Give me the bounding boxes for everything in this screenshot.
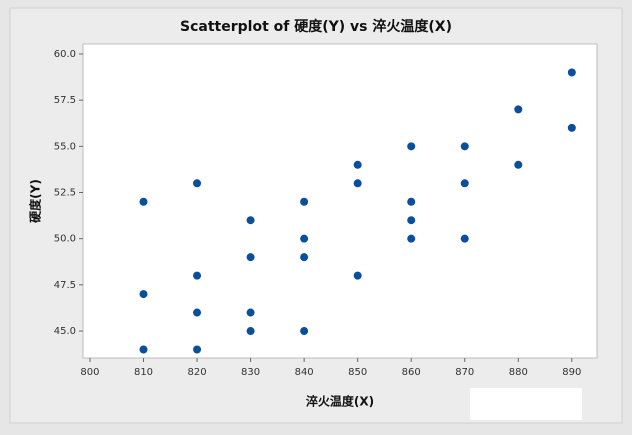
point [514,160,523,169]
point [139,345,148,354]
x-tick-label: 880 [509,367,528,378]
point [567,68,576,77]
point [300,197,309,206]
point [567,123,576,132]
x-axis-label: 淬火温度(X) [306,394,374,409]
point [246,327,255,336]
point [246,216,255,225]
x-tick-label: 820 [187,367,206,378]
x-tick-label: 870 [455,367,474,378]
x-tick-label: 810 [134,367,153,378]
point [353,271,362,280]
x-tick-label: 830 [241,367,260,378]
x-tick-label: 840 [295,367,314,378]
blank-patch [470,388,582,420]
point [460,234,469,243]
y-tick-label: 57.5 [54,95,76,106]
point [193,308,202,317]
chart-title: Scatterplot of 硬度(Y) vs 淬火温度(X) [180,18,452,35]
point [460,142,469,151]
point [300,234,309,243]
point [193,345,202,354]
point [407,234,416,243]
point [139,290,148,299]
point [407,197,416,206]
point [353,160,362,169]
point [193,179,202,188]
point [139,197,148,206]
point [460,179,469,188]
y-axis-label: 硬度(Y) [28,179,43,223]
x-tick-label: 860 [402,367,421,378]
x-tick-label: 800 [80,367,99,378]
x-tick-label: 890 [562,367,581,378]
y-tick-label: 45.0 [54,326,76,337]
y-tick-label: 55.0 [54,141,76,152]
point [300,327,309,336]
x-tick-label: 850 [348,367,367,378]
point [193,271,202,280]
point [407,216,416,225]
y-tick-label: 60.0 [54,49,76,60]
y-tick-label: 47.5 [54,280,76,291]
point [246,253,255,262]
point [246,308,255,317]
point [407,142,416,151]
point [300,253,309,262]
y-tick-label: 52.5 [54,188,76,199]
point [514,105,523,114]
plot-area [82,43,598,359]
point [353,179,362,188]
y-tick-label: 50.0 [54,234,76,245]
